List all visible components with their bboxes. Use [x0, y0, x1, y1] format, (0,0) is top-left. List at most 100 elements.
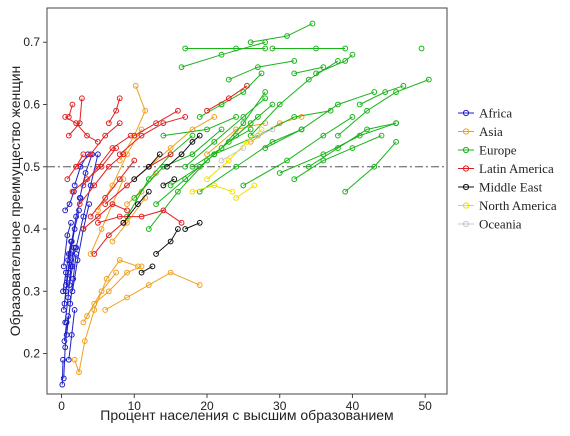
series-line [68, 98, 83, 136]
data-point [68, 219, 74, 226]
data-point [145, 188, 152, 195]
series-middle-east [120, 132, 203, 276]
data-point [160, 132, 167, 139]
data-point [218, 51, 225, 58]
data-point [138, 213, 145, 220]
data-point [76, 201, 83, 208]
series-line [65, 210, 80, 286]
data-point [81, 338, 88, 344]
data-point [59, 381, 66, 388]
data-point [102, 194, 109, 201]
data-point [65, 257, 71, 264]
y-axis-label: Образовательное преимущество женщин [7, 66, 23, 337]
data-point [182, 226, 189, 232]
series-line [228, 60, 295, 81]
series-line [119, 116, 186, 155]
data-point [393, 89, 399, 95]
data-point [189, 138, 196, 145]
series-line [243, 116, 353, 186]
data-point [74, 257, 81, 264]
data-point [349, 114, 356, 120]
data-point [182, 163, 189, 170]
data-point [102, 307, 109, 313]
data-point [65, 132, 72, 139]
series-line [155, 228, 179, 255]
data-point [225, 95, 232, 102]
data-point [138, 132, 145, 139]
data-point [131, 157, 138, 164]
data-point [240, 182, 247, 189]
data-point [60, 263, 67, 270]
data-point [145, 282, 152, 288]
series-latin-america [62, 82, 250, 257]
series-line [192, 184, 233, 193]
legend-label: Latin America [479, 161, 554, 176]
data-point [87, 213, 94, 220]
data-point [76, 194, 83, 201]
data-point [73, 213, 79, 220]
x-tick-label: 20 [200, 399, 214, 413]
data-point [80, 151, 87, 158]
series-line [71, 203, 90, 292]
series-line [264, 91, 375, 149]
series-line [93, 222, 124, 255]
data-point [258, 126, 265, 133]
data-point [153, 201, 159, 208]
data-point [196, 219, 203, 226]
data-point [418, 45, 425, 52]
series-line [67, 197, 81, 261]
data-point [116, 257, 123, 264]
data-point [113, 269, 119, 276]
data-point [393, 120, 399, 127]
data-point [63, 282, 69, 288]
data-point [211, 114, 218, 120]
data-point [204, 157, 210, 164]
data-point [84, 132, 90, 139]
data-point [109, 238, 116, 245]
data-point [305, 163, 312, 170]
data-point [342, 45, 349, 52]
data-point [182, 176, 189, 183]
data-point [255, 114, 261, 120]
data-point [178, 64, 185, 71]
series-line [122, 191, 150, 224]
data-point [63, 319, 70, 326]
data-point [247, 39, 254, 46]
data-point [204, 107, 210, 114]
data-point [63, 269, 69, 276]
y-tick-label: 0.7 [23, 35, 40, 49]
data-point [244, 82, 250, 89]
data-point [284, 157, 290, 164]
data-point [218, 126, 225, 133]
data-point [113, 145, 119, 151]
data-point [109, 145, 116, 151]
data-point [356, 101, 363, 108]
series-line [62, 241, 72, 292]
data-point [298, 114, 305, 120]
series-line [66, 154, 84, 180]
data-point [160, 163, 167, 170]
data-point [61, 300, 68, 307]
legend-label: North America [479, 198, 557, 213]
data-point [393, 138, 399, 145]
data-point [320, 132, 327, 139]
data-point [116, 176, 123, 183]
legend-swatch-marker [462, 165, 470, 172]
data-point [60, 356, 66, 363]
data-point [131, 194, 138, 201]
data-point [284, 33, 290, 39]
data-point [65, 294, 71, 301]
series-line [279, 122, 397, 174]
x-tick-label: 0 [58, 399, 65, 413]
data-point [196, 132, 203, 139]
legend-swatch-marker [462, 128, 470, 135]
data-point [262, 95, 269, 102]
series-oceania [218, 126, 276, 164]
data-point [124, 294, 130, 301]
data-point [305, 76, 312, 83]
series-line [199, 104, 222, 118]
data-point [247, 138, 254, 145]
data-point [335, 145, 341, 151]
data-point [171, 176, 178, 183]
series-line [61, 359, 64, 385]
